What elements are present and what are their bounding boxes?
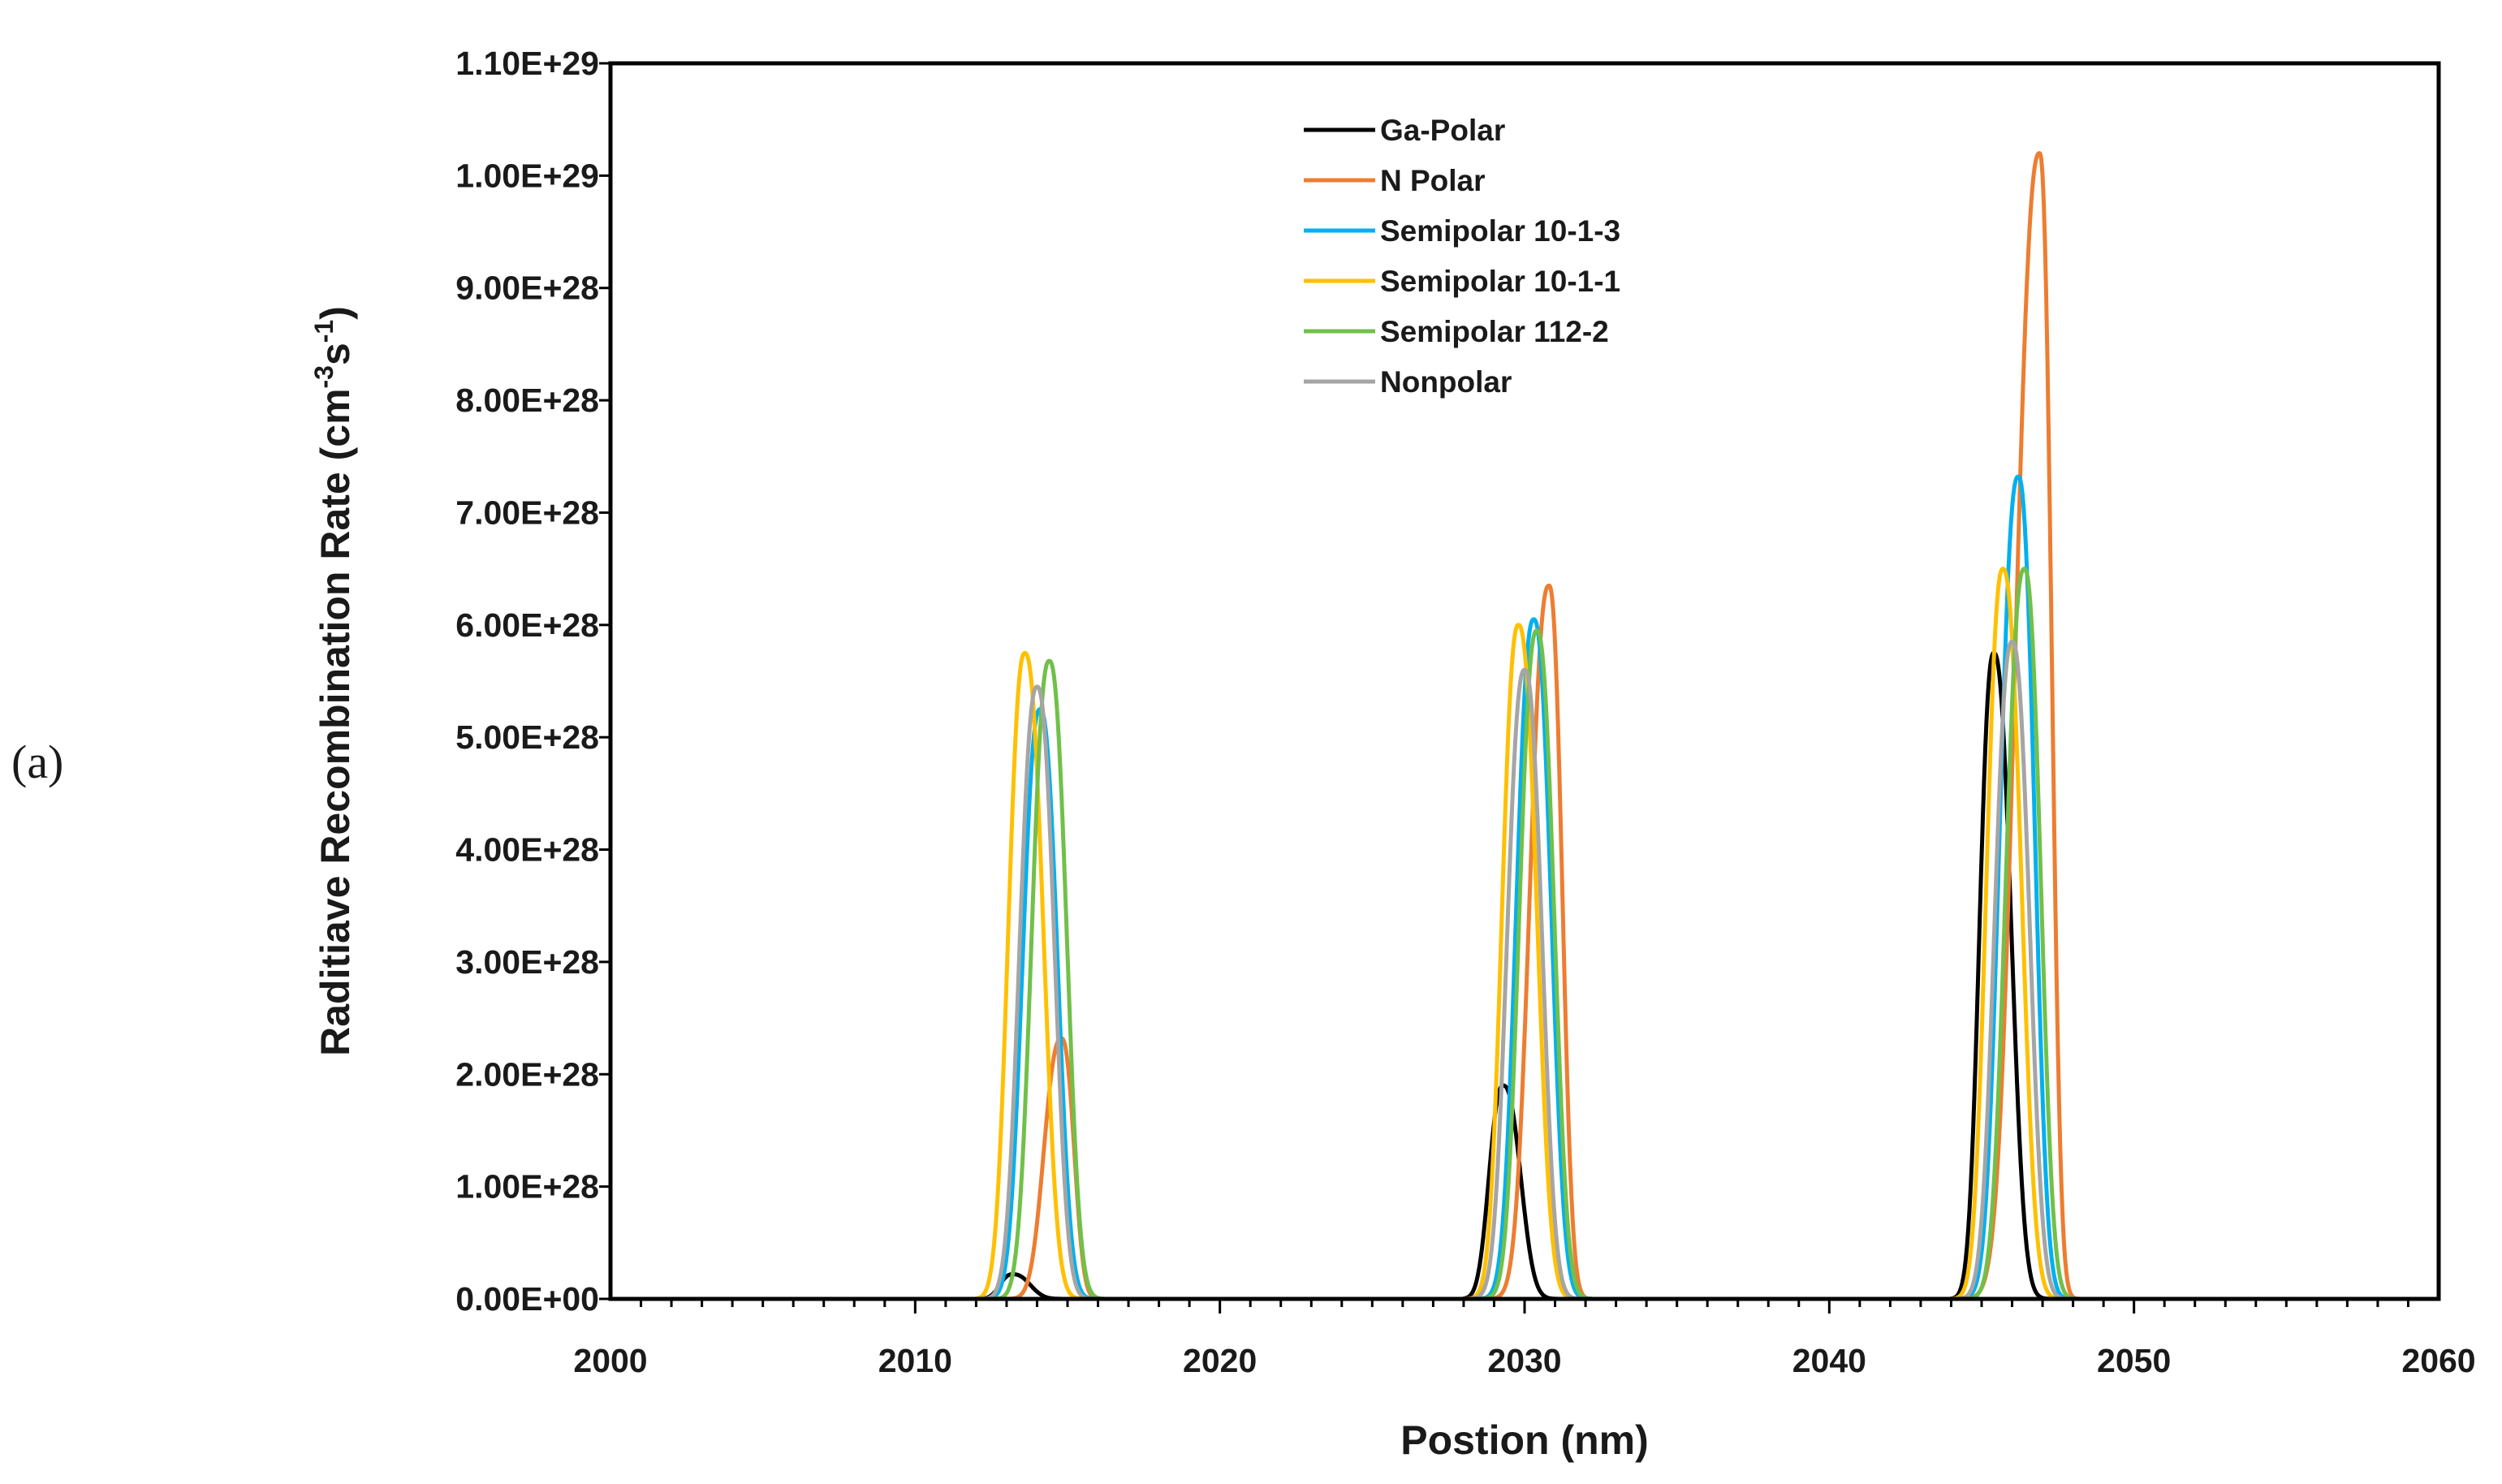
legend-label-semipolar-10-1-3: Semipolar 10-1-3: [1380, 214, 1620, 248]
y-tick-label: 2.00E+28: [455, 1055, 599, 1093]
legend: Ga-Polar N Polar Semipolar 10-1-3 Semipolar…: [1304, 114, 1620, 399]
legend-label-n-polar: N Polar: [1380, 164, 1486, 197]
y-tick-label: 1.00E+29: [455, 157, 599, 194]
y-tick-label: 3.00E+28: [455, 943, 599, 981]
y-axis-title: Raditiave Recombination Rate (cm-3s-1): [309, 306, 358, 1056]
legend-label-semipolar-10-1-1: Semipolar 10-1-1: [1380, 265, 1620, 298]
x-tick-label: 2010: [878, 1342, 952, 1379]
x-tick-label: 2020: [1183, 1342, 1257, 1379]
y-axis-title-sup2: -1: [309, 320, 339, 343]
x-axis: 2000 2010 2020 2030 2040 2050 2060: [573, 1299, 2476, 1379]
y-axis-title-end: ): [313, 306, 358, 320]
y-tick-label: 9.00E+28: [455, 270, 599, 307]
y-tick-label: 4.00E+28: [455, 831, 599, 869]
y-axis-title-sup1: -3: [309, 365, 339, 388]
y-tick-label: 5.00E+28: [455, 718, 599, 756]
x-axis-title: Postion (nm): [1400, 1417, 1649, 1463]
panel-label: (a): [11, 736, 63, 788]
y-axis: 0.00E+00 1.00E+28 2.00E+28 3.00E+28 4.00E+28…: [455, 45, 610, 1318]
y-tick-label: 6.00E+28: [455, 606, 599, 644]
legend-label-nonpolar: Nonpolar: [1380, 365, 1512, 399]
y-tick-label: 7.00E+28: [455, 494, 599, 531]
y-tick-label: 1.10E+29: [455, 45, 599, 82]
legend-label-ga-polar: Ga-Polar: [1380, 114, 1505, 147]
legend-label-semipolar-112-2: Semipolar 112-2: [1380, 315, 1609, 348]
y-tick-label: 1.00E+28: [455, 1168, 599, 1206]
y-axis-title-mid: s: [313, 343, 358, 365]
y-axis-title-main: Raditiave Recombination Rate (cm: [313, 388, 358, 1055]
x-tick-label: 2060: [2401, 1342, 2475, 1379]
series-line-semipolar-10-1-3: [610, 474, 2439, 1301]
x-tick-label: 2040: [1792, 1342, 1866, 1379]
x-tick-label: 2000: [573, 1342, 647, 1379]
x-tick-label: 2030: [1487, 1342, 1561, 1379]
x-tick-label: 2050: [2097, 1342, 2171, 1379]
y-tick-label: 0.00E+00: [455, 1280, 599, 1318]
y-tick-label: 8.00E+28: [455, 382, 599, 419]
